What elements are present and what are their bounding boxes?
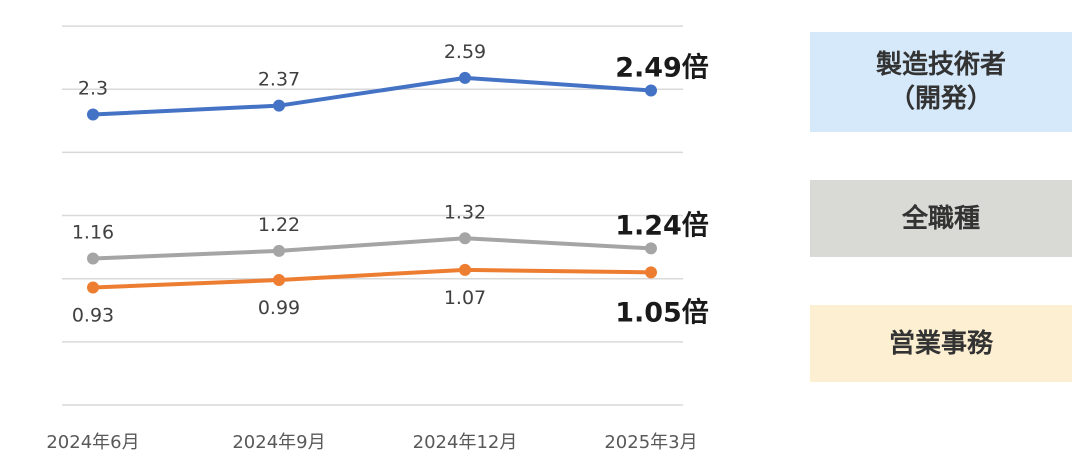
data-point xyxy=(459,263,471,276)
data-label: 1.07 xyxy=(444,287,486,309)
data-point xyxy=(273,244,285,257)
data-label: 2.59 xyxy=(444,41,486,63)
x-tick-label: 2024年6月 xyxy=(46,432,139,453)
series-0: 2.3 2.37 2.59 2.49倍 xyxy=(78,41,709,121)
data-label: 2.37 xyxy=(258,69,300,91)
line-chart: 2024年6月 2024年9月 2024年12月 2025年3月 2.3 2.37 2.5… xyxy=(46,25,709,453)
series-line xyxy=(91,236,653,261)
x-axis-tick-labels: 2024年6月 2024年9月 2024年12月 2025年3月 xyxy=(46,432,697,453)
series-line xyxy=(91,267,653,290)
data-label: 2.3 xyxy=(78,78,108,100)
legend-label-line: 営業事務 xyxy=(888,328,993,359)
legend-label-line: （開発） xyxy=(888,84,993,114)
end-value-label: 2.49倍 xyxy=(615,52,709,84)
series-1: 1.16 1.22 1.32 1.24倍 xyxy=(72,201,709,265)
end-value-label: 1.05倍 xyxy=(615,296,709,328)
legend-label-line: 全職種 xyxy=(901,203,980,234)
data-point xyxy=(87,108,99,121)
data-point xyxy=(645,84,657,97)
data-point xyxy=(459,232,471,245)
legend-item-engineer: 製造技術者 （開発） xyxy=(810,32,1072,132)
data-label: 1.22 xyxy=(258,214,300,236)
series-line xyxy=(91,75,653,117)
end-value-label: 1.24倍 xyxy=(615,209,709,241)
data-point xyxy=(645,266,657,279)
x-tick-label: 2025年3月 xyxy=(604,432,697,453)
data-label: 0.93 xyxy=(72,305,114,327)
data-point xyxy=(273,273,285,286)
series-2: 0.93 0.99 1.07 1.05倍 xyxy=(72,263,709,328)
data-label: 1.16 xyxy=(72,221,114,243)
legend-item-sales-admin: 営業事務 xyxy=(810,305,1072,382)
data-point xyxy=(645,242,657,255)
legend-label-line: 製造技術者 xyxy=(875,50,1006,80)
data-point xyxy=(273,99,285,112)
legend-item-all-jobs: 全職種 xyxy=(810,180,1072,257)
data-label: 0.99 xyxy=(258,297,300,319)
gridlines xyxy=(62,25,683,406)
x-tick-label: 2024年12月 xyxy=(413,432,518,453)
x-tick-label: 2024年9月 xyxy=(232,432,325,453)
data-point xyxy=(87,281,99,294)
data-point xyxy=(87,252,99,265)
data-label: 1.32 xyxy=(444,201,486,223)
data-point xyxy=(459,71,471,84)
